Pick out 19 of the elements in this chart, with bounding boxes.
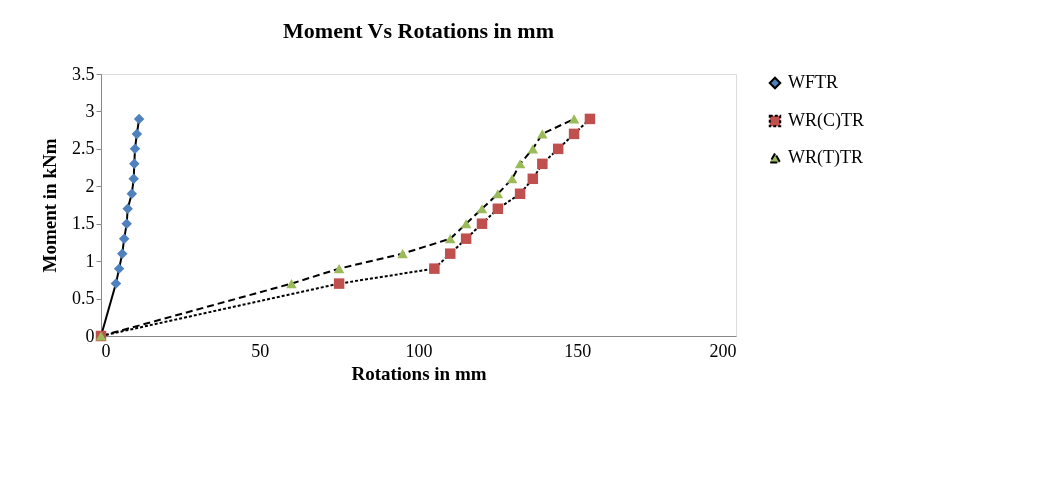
y-tick-label: 3 xyxy=(85,100,95,121)
y-tick-label: 1.5 xyxy=(72,213,95,234)
legend-label: WR(T)TR xyxy=(788,147,863,168)
y-tick-label: 0.5 xyxy=(72,288,95,309)
x-tick-label: 150 xyxy=(564,340,592,361)
legend-label: WFTR xyxy=(788,72,839,92)
y-tick-label: 2 xyxy=(85,175,95,196)
x-tick-label: 50 xyxy=(251,340,270,361)
x-axis-title: Rotations in mm xyxy=(351,362,487,384)
y-tick-label: 2.5 xyxy=(72,138,95,159)
x-tick-label: 200 xyxy=(709,340,737,361)
y-tick-label: 0 xyxy=(85,325,95,346)
legend-label: WR(C)TR xyxy=(788,110,864,131)
x-tick-label: 100 xyxy=(405,340,433,361)
x-tick-label: 0 xyxy=(101,340,111,361)
y-tick-label: 1 xyxy=(85,250,95,271)
y-tick-label: 3.5 xyxy=(72,63,95,84)
y-axis-title: Moment in kNm xyxy=(39,138,60,273)
chart-title: Moment Vs Rotations in mm xyxy=(283,18,554,43)
